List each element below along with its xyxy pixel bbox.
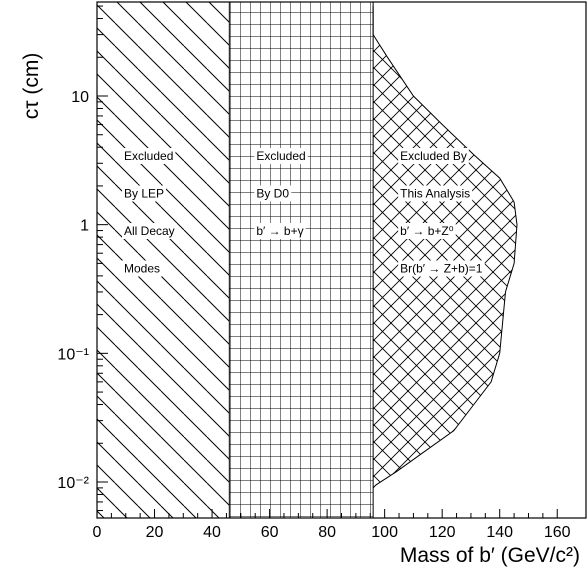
y-tick-label: 10⁻¹ [57,346,89,363]
x-axis-title: Mass of b′ (GeV/c²) [400,544,580,567]
annotation-backing [398,260,485,277]
x-tick-label: 80 [318,524,336,541]
region-this-analysis-boundary [372,6,518,489]
x-axis-ticks: 0 20 40 60 80 100 120 140 160 [93,509,571,541]
x-tick-label: 60 [261,524,279,541]
annotation-this-analysis-line-3: b′ → b+Z⁰ [400,224,454,238]
x-tick-label: 120 [429,524,456,541]
annotation-d0-line-1: Excluded [256,149,305,163]
y-tick-label: 1 [80,218,89,235]
annotation-backing [254,223,306,239]
annotation-backing [122,260,163,277]
annotation-this-analysis-line-1: Excluded By [400,149,467,163]
annotation-backing [398,148,469,164]
annotation-backing [254,148,308,164]
annotation-lep-line-3: All Decay [124,224,175,238]
x-tick-label: 160 [544,524,571,541]
annotation-backing [398,185,473,202]
annotation-this-analysis-line-2: This Analysis [400,187,470,201]
annotation-lep-line-1: Excluded [124,149,173,163]
annotation-backing [398,223,456,239]
x-tick-label: 0 [93,524,102,541]
y-axis-ticks: 10⁻² 10⁻¹ 1 10 [57,5,108,512]
region-d0 [229,2,374,518]
annotation-lep-line-2: By LEP [124,187,164,201]
annotation-backing [254,185,292,202]
y-tick-label: 10 [71,89,89,106]
annotation-backing [122,185,167,202]
annotation-this-analysis-line-4: Br(b′ → Z+b)=1 [400,262,483,276]
region-annotations: Excluded By LEP All Decay Modes Excluded By D… [122,148,485,277]
annotation-backing [122,148,176,164]
x-tick-label: 40 [203,524,221,541]
annotation-lep-line-4: Modes [124,262,160,276]
y-tick-label: 10⁻² [57,475,89,492]
y-axis-title: cτ (cm) [20,53,43,120]
x-tick-label: 140 [486,524,513,541]
annotation-d0-line-3: b′ → b+γ [256,224,303,238]
region-lep [97,2,230,518]
region-boundaries [228,2,518,518]
annotation-d0-line-2: By D0 [256,187,289,201]
annotation-backing [122,223,177,239]
exclusion-regions [97,2,517,518]
x-tick-label: 100 [371,524,398,541]
x-tick-label: 20 [146,524,164,541]
